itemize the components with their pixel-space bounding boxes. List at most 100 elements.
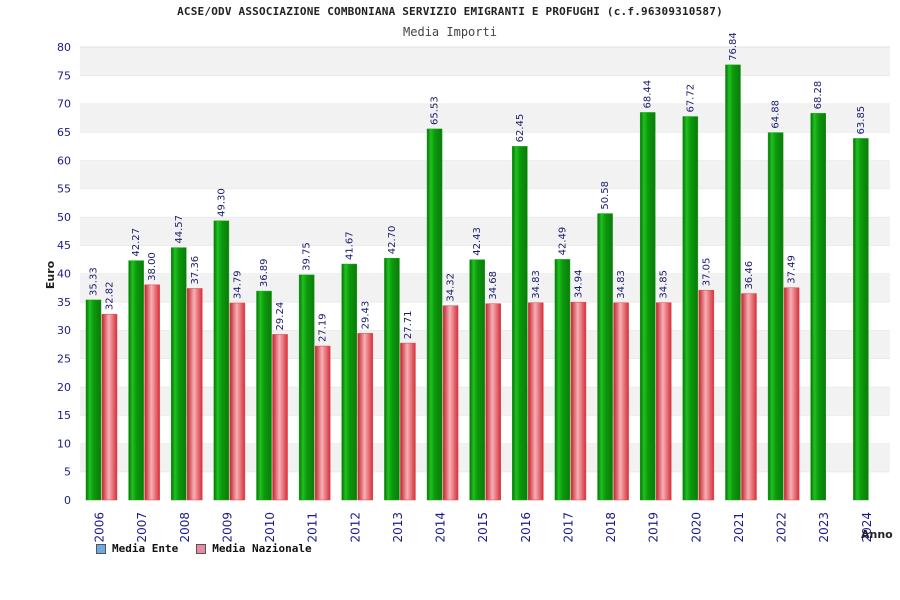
- bar-ente: [810, 113, 826, 501]
- grid-band: [80, 131, 890, 161]
- data-label-ente: 65.53: [430, 96, 441, 125]
- data-label-ente: 44.57: [174, 215, 185, 244]
- data-label-ente: 68.44: [643, 80, 654, 109]
- legend-item-nazionale: Media Nazionale: [196, 542, 312, 555]
- bar-nazionale: [613, 302, 629, 501]
- y-tick-label: 65: [57, 126, 71, 139]
- legend-label-ente: Media Ente: [112, 542, 179, 555]
- x-tick-label: 2012: [348, 512, 362, 543]
- y-tick-label: 75: [57, 69, 71, 82]
- legend-label-nazionale: Media Nazionale: [212, 542, 312, 555]
- grid-band: [80, 75, 890, 104]
- y-tick-label: 10: [57, 437, 71, 450]
- data-label-nazionale: 32.82: [105, 282, 116, 311]
- y-tick-label: 0: [64, 494, 71, 507]
- x-tick-label: 2006: [93, 512, 107, 543]
- bar-ente: [426, 128, 443, 501]
- x-tick-label: 2016: [519, 512, 533, 543]
- x-tick-label: 2013: [391, 512, 405, 543]
- data-label-nazionale: 37.36: [190, 256, 201, 285]
- data-label-ente: 42.43: [472, 227, 483, 256]
- x-tick-label: 2017: [561, 512, 575, 543]
- data-label-nazionale: 34.85: [659, 270, 670, 299]
- bar-nazionale: [187, 288, 203, 501]
- data-label-nazionale: 37.05: [701, 258, 712, 287]
- bar-ente: [767, 132, 784, 501]
- data-label-nazionale: 36.46: [744, 261, 755, 290]
- grid-band: [80, 47, 890, 76]
- data-label-nazionale: 34.83: [531, 270, 542, 299]
- grid-band: [80, 160, 890, 189]
- bar-nazionale: [485, 303, 501, 501]
- y-tick-label: 30: [57, 324, 71, 337]
- legend-item-ente: Media Ente: [96, 542, 178, 555]
- x-tick-label: 2023: [817, 512, 831, 543]
- data-label-ente: 42.27: [131, 228, 142, 257]
- x-tick-label: 2007: [135, 512, 149, 543]
- x-tick-label: 2021: [732, 512, 746, 543]
- bars: [85, 64, 869, 501]
- grid-band: [80, 188, 890, 217]
- data-label-nazionale: 27.71: [403, 310, 414, 339]
- data-label-nazionale: 34.83: [616, 270, 627, 299]
- data-label-ente: 64.88: [771, 100, 782, 129]
- y-axis-label: Euro: [44, 260, 57, 289]
- bar-nazionale: [400, 342, 416, 501]
- data-label-ente: 35.33: [89, 267, 100, 296]
- bar-ente: [597, 213, 613, 501]
- bar-nazionale: [357, 333, 374, 501]
- y-tick-label: 20: [57, 381, 71, 394]
- x-tick-label: 2008: [178, 512, 192, 543]
- bar-nazionale: [272, 334, 288, 501]
- x-axis-label: Anno: [861, 528, 893, 541]
- bar-nazionale: [698, 289, 715, 501]
- bar-ente: [85, 299, 102, 501]
- x-tick-label: 2015: [476, 512, 490, 543]
- data-label-nazionale: 38.00: [147, 252, 158, 281]
- data-label-nazionale: 29.43: [360, 301, 371, 330]
- y-tick-label: 5: [64, 466, 71, 479]
- chart-title: ACSE/ODV ASSOCIAZIONE COMBONIANA SERVIZI…: [177, 5, 723, 18]
- data-label-nazionale: 34.68: [488, 271, 499, 300]
- bar-nazionale: [655, 302, 672, 501]
- y-axis-ticks: 0 5 10 15 20 25 30 35 40 45 50 55 60 65 70 75 80: [57, 41, 71, 507]
- data-label-ente: 68.28: [813, 81, 824, 110]
- bar-ente: [256, 290, 272, 501]
- data-label-ente: 42.49: [557, 227, 568, 256]
- x-tick-label: 2009: [220, 512, 234, 543]
- data-label-ente: 36.89: [259, 258, 270, 287]
- x-tick-label: 2010: [263, 512, 277, 543]
- y-tick-label: 15: [57, 409, 71, 422]
- legend: Media Ente Media Nazionale: [96, 542, 312, 555]
- data-label-ente: 49.30: [216, 188, 227, 217]
- bar-nazionale: [144, 284, 160, 501]
- bar-nazionale: [528, 302, 544, 501]
- data-labels: 35.33 32.82 42.27 38.00 44.57 37.36 49.30 34.79…: [89, 32, 867, 342]
- chart-subtitle: Media Importi: [403, 25, 497, 39]
- bar-ente: [725, 64, 741, 501]
- bar-nazionale: [783, 287, 800, 501]
- data-label-ente: 41.67: [344, 231, 355, 260]
- data-label-nazionale: 34.94: [573, 270, 584, 299]
- data-label-ente: 42.70: [387, 226, 398, 255]
- data-label-ente: 76.84: [728, 32, 739, 61]
- x-tick-label: 2022: [775, 512, 789, 543]
- x-tick-label: 2020: [689, 512, 703, 543]
- bar-nazionale: [442, 305, 459, 501]
- legend-swatch-ente: [96, 543, 106, 554]
- grid-band: [80, 103, 890, 132]
- x-tick-label: 2018: [604, 512, 618, 543]
- bar-ente: [554, 259, 571, 501]
- bar-ente: [384, 257, 400, 501]
- x-tick-label: 2024: [860, 512, 874, 543]
- y-tick-label: 35: [57, 296, 71, 309]
- data-label-ente: 62.45: [515, 114, 526, 143]
- y-tick-label: 50: [57, 211, 71, 224]
- bar-ente: [512, 146, 528, 501]
- bar-ente: [213, 220, 230, 501]
- bar-nazionale: [229, 302, 246, 501]
- bar-nazionale: [314, 345, 331, 501]
- y-tick-label: 25: [57, 352, 71, 365]
- data-label-ente: 63.85: [856, 106, 867, 135]
